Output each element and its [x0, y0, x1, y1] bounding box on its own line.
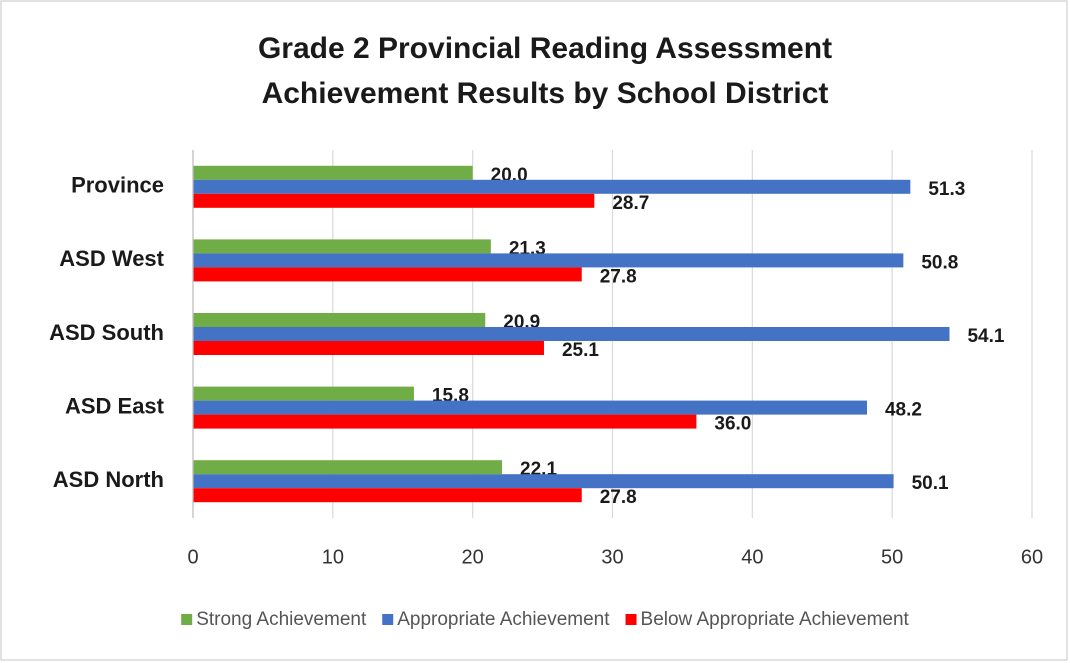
legend-swatch — [181, 614, 193, 625]
value-label: 25.1 — [562, 340, 599, 361]
value-label: 27.8 — [600, 487, 637, 508]
value-label: 36.0 — [714, 414, 751, 435]
chart-title: Achievement Results by School District — [262, 77, 829, 110]
y-tick-label: Province — [71, 173, 164, 198]
bar — [193, 165, 473, 180]
legend-label: Strong Achievement — [196, 609, 367, 630]
bar — [193, 179, 911, 194]
bar — [193, 313, 486, 327]
x-tick-label: 50 — [881, 546, 903, 568]
x-tick-label: 30 — [601, 546, 623, 568]
legend-label: Below Appropriate Achievement — [641, 609, 910, 630]
bar — [193, 488, 582, 503]
legend-label: Appropriate Achievement — [397, 609, 610, 630]
value-label: 50.1 — [912, 473, 949, 494]
bar — [193, 267, 582, 282]
value-label: 48.2 — [885, 400, 922, 421]
x-tick-label: 60 — [1021, 546, 1043, 568]
bar — [193, 341, 544, 355]
x-tick-label: 40 — [741, 546, 763, 568]
bar — [193, 239, 491, 254]
value-label: 54.1 — [967, 326, 1004, 347]
bar — [193, 193, 595, 208]
value-label: 27.8 — [600, 266, 637, 287]
value-label: 28.7 — [612, 193, 649, 214]
legend-swatch — [625, 614, 637, 625]
y-tick-label: ASD North — [53, 467, 164, 492]
chart-title: Grade 2 Provincial Reading Assessment — [258, 32, 832, 65]
bar — [193, 327, 950, 341]
value-label: 51.3 — [928, 179, 965, 200]
bar — [193, 460, 503, 475]
bar — [193, 386, 414, 401]
bar — [193, 253, 904, 268]
bar — [193, 400, 867, 415]
bar — [193, 414, 697, 429]
y-tick-label: ASD South — [49, 320, 164, 345]
value-label: 50.8 — [921, 252, 958, 273]
x-tick-label: 0 — [187, 546, 198, 568]
y-tick-label: ASD East — [65, 393, 165, 418]
x-tick-label: 10 — [322, 546, 344, 568]
bar — [193, 474, 894, 489]
legend-swatch — [382, 614, 394, 625]
y-tick-label: ASD West — [59, 246, 164, 271]
x-tick-label: 20 — [462, 546, 484, 568]
